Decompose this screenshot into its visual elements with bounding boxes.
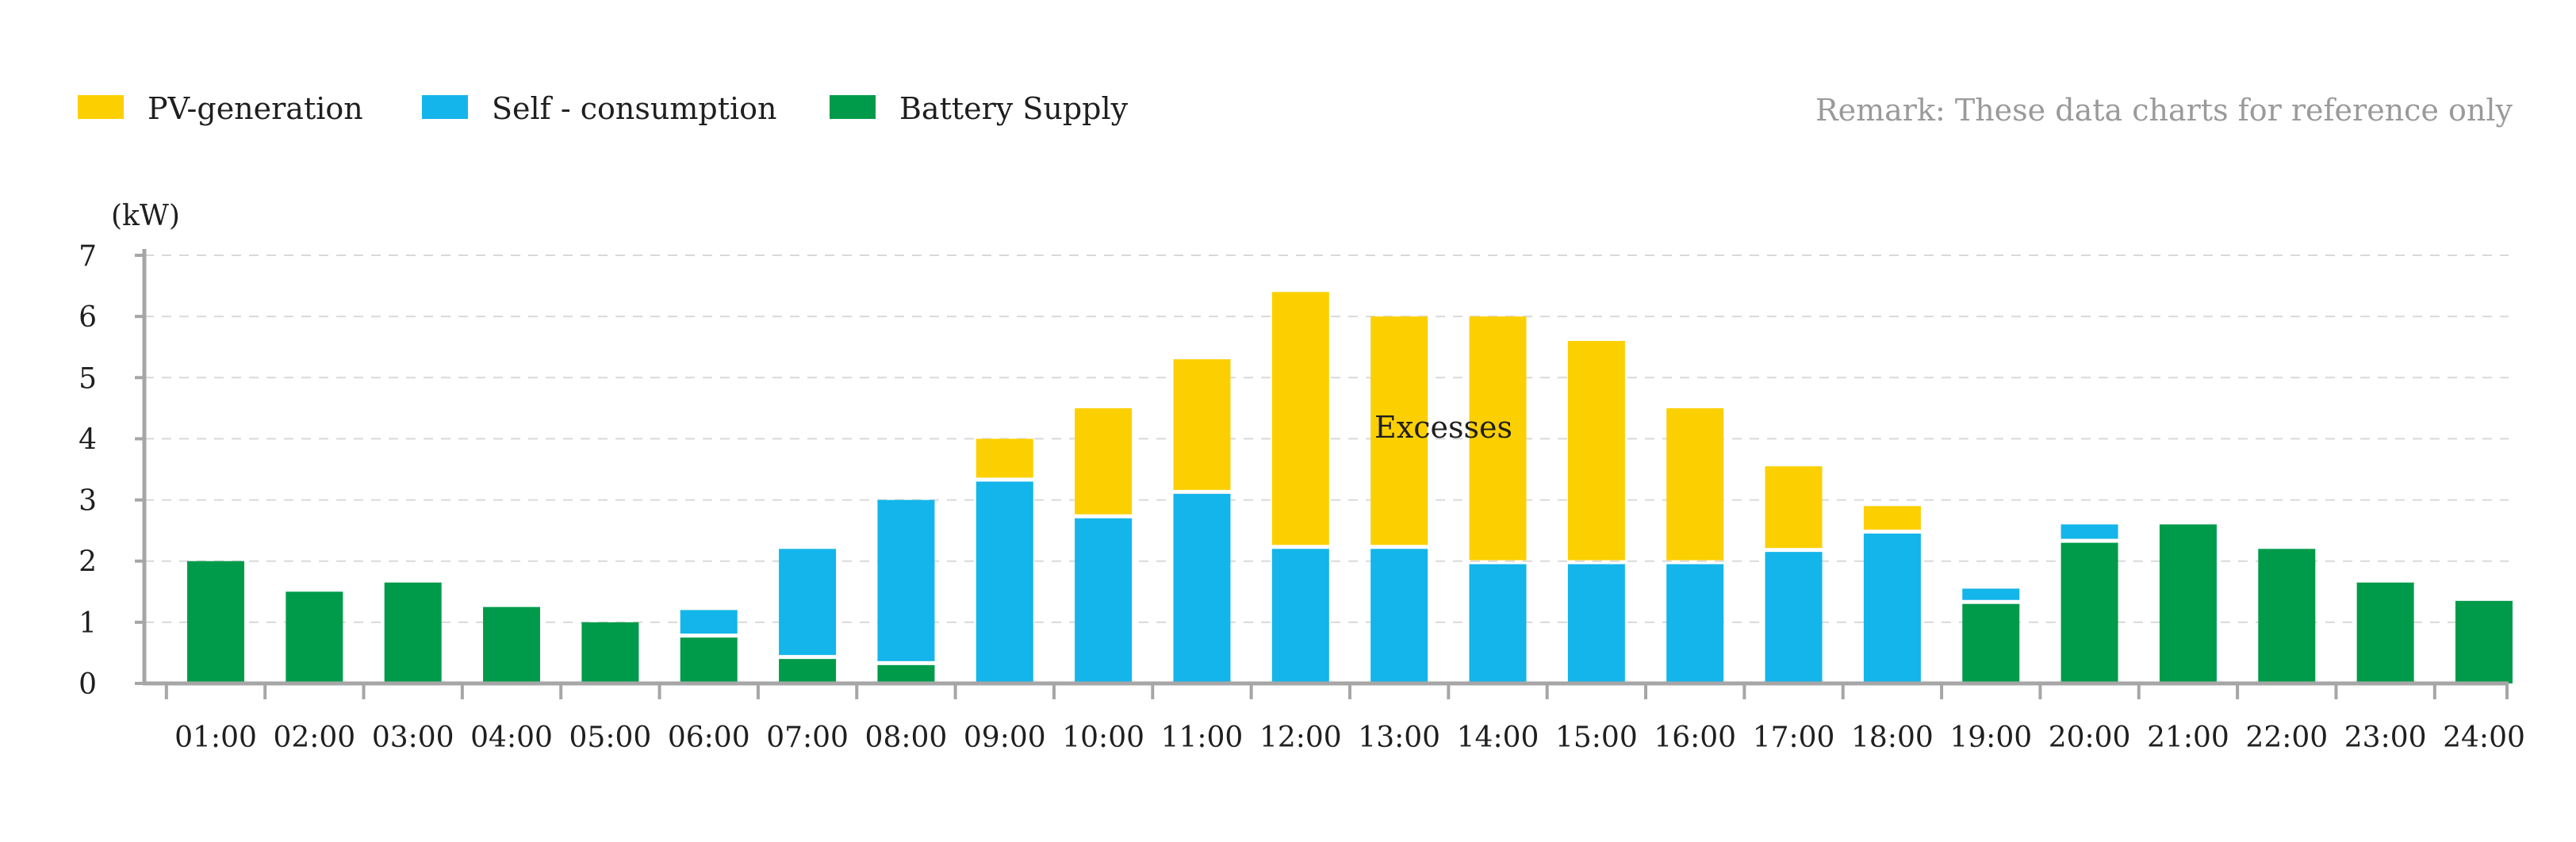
bar-self-consumption-11:00 <box>1173 493 1231 683</box>
x-tick-label: 04:00 <box>470 721 553 754</box>
bar-self-consumption-19:00 <box>1962 588 2020 600</box>
bar-self-consumption-09:00 <box>976 481 1033 683</box>
y-axis-ticks: 0 1 2 3 4 5 6 7 <box>79 240 144 701</box>
y-axis-unit: (kW) <box>111 200 180 232</box>
bar-battery-supply-07:00 <box>779 659 837 683</box>
x-tick-label: 20:00 <box>2049 721 2131 754</box>
bar-self-consumption-13:00 <box>1370 549 1428 683</box>
legend-label-1: Self - consumption <box>492 91 776 126</box>
y-tick-label: 5 <box>79 362 97 395</box>
bar-battery-supply-02:00 <box>286 591 343 683</box>
bar-battery-supply-04:00 <box>483 607 541 683</box>
legend-label-2: Battery Supply <box>899 91 1129 126</box>
legend-swatch-2 <box>830 95 876 119</box>
bar-battery-supply-24:00 <box>2455 600 2513 683</box>
y-tick-label: 0 <box>79 668 97 701</box>
bar-pv-generation-14:00 <box>1469 316 1527 561</box>
x-tick-label: 03:00 <box>372 721 454 754</box>
remark-text: Remark: These data charts for reference … <box>1815 93 2513 128</box>
x-tick-label: 01:00 <box>174 721 257 754</box>
x-tick-label: 08:00 <box>865 721 948 754</box>
x-tick-label: 05:00 <box>569 721 652 754</box>
x-tick-label: 15:00 <box>1555 721 1638 754</box>
x-tick-label: 06:00 <box>668 721 750 754</box>
bar-self-consumption-16:00 <box>1666 564 1724 683</box>
x-tick-label: 18:00 <box>1851 721 1934 754</box>
x-tick-label: 19:00 <box>1949 721 2032 754</box>
bars <box>187 292 2513 683</box>
bar-self-consumption-14:00 <box>1469 564 1527 683</box>
bar-self-consumption-12:00 <box>1271 549 1329 683</box>
bar-pv-generation-17:00 <box>1765 466 1823 549</box>
y-tick-label: 1 <box>79 607 97 640</box>
bar-self-consumption-06:00 <box>680 610 738 634</box>
bar-self-consumption-07:00 <box>779 549 837 656</box>
bar-battery-supply-23:00 <box>2356 582 2414 683</box>
x-tick-label: 07:00 <box>766 721 849 754</box>
bar-battery-supply-22:00 <box>2258 549 2316 683</box>
bar-battery-supply-08:00 <box>877 664 935 683</box>
x-tick-label: 22:00 <box>2245 721 2328 754</box>
y-tick-label: 2 <box>79 546 97 579</box>
bar-self-consumption-08:00 <box>877 499 935 661</box>
legend: PV-generation Self - consumption Battery S… <box>78 91 1129 126</box>
x-tick-label: 14:00 <box>1457 721 1539 754</box>
x-tick-label: 23:00 <box>2344 721 2427 754</box>
x-tick-label: 09:00 <box>964 721 1046 754</box>
bar-pv-generation-11:00 <box>1173 359 1231 490</box>
axes <box>142 249 2509 686</box>
bar-pv-generation-13:00 <box>1370 316 1428 545</box>
bar-battery-supply-01:00 <box>187 561 244 683</box>
bar-self-consumption-17:00 <box>1765 552 1823 683</box>
legend-swatch-0 <box>78 95 124 119</box>
bar-battery-supply-19:00 <box>1962 603 2020 683</box>
bar-battery-supply-06:00 <box>680 637 738 683</box>
bar-pv-generation-10:00 <box>1075 408 1133 515</box>
y-tick-label: 7 <box>79 240 97 273</box>
bar-self-consumption-20:00 <box>2060 524 2118 539</box>
bar-pv-generation-16:00 <box>1666 408 1724 561</box>
bar-pv-generation-12:00 <box>1271 292 1329 545</box>
x-axis-ticks: 01:00 02:00 03:00 04:00 05:00 06:00 07:00 08:00… <box>164 683 2525 754</box>
bar-pv-generation-09:00 <box>976 438 1033 478</box>
x-tick-label: 10:00 <box>1062 721 1144 754</box>
bar-self-consumption-15:00 <box>1567 564 1625 683</box>
bar-self-consumption-18:00 <box>1863 534 1921 683</box>
bar-pv-generation-18:00 <box>1863 506 1921 530</box>
bar-battery-supply-03:00 <box>384 582 442 683</box>
x-tick-label: 11:00 <box>1161 721 1244 754</box>
y-tick-label: 3 <box>79 485 97 518</box>
annotation-excesses: Excesses <box>1374 410 1512 445</box>
legend-swatch-1 <box>422 95 468 119</box>
x-tick-label: 24:00 <box>2443 721 2525 754</box>
x-tick-label: 13:00 <box>1358 721 1440 754</box>
legend-label-0: PV-generation <box>148 91 363 126</box>
x-tick-label: 21:00 <box>2147 721 2229 754</box>
x-tick-label: 02:00 <box>273 721 355 754</box>
bar-battery-supply-20:00 <box>2060 542 2118 683</box>
bar-pv-generation-15:00 <box>1567 341 1625 561</box>
x-tick-label: 17:00 <box>1753 721 1835 754</box>
x-tick-label: 16:00 <box>1654 721 1736 754</box>
x-tick-label: 12:00 <box>1259 721 1342 754</box>
y-tick-label: 6 <box>79 301 97 334</box>
bar-self-consumption-10:00 <box>1075 518 1133 683</box>
bar-battery-supply-05:00 <box>581 622 639 683</box>
y-tick-label: 4 <box>79 423 97 456</box>
bar-battery-supply-21:00 <box>2159 524 2217 683</box>
